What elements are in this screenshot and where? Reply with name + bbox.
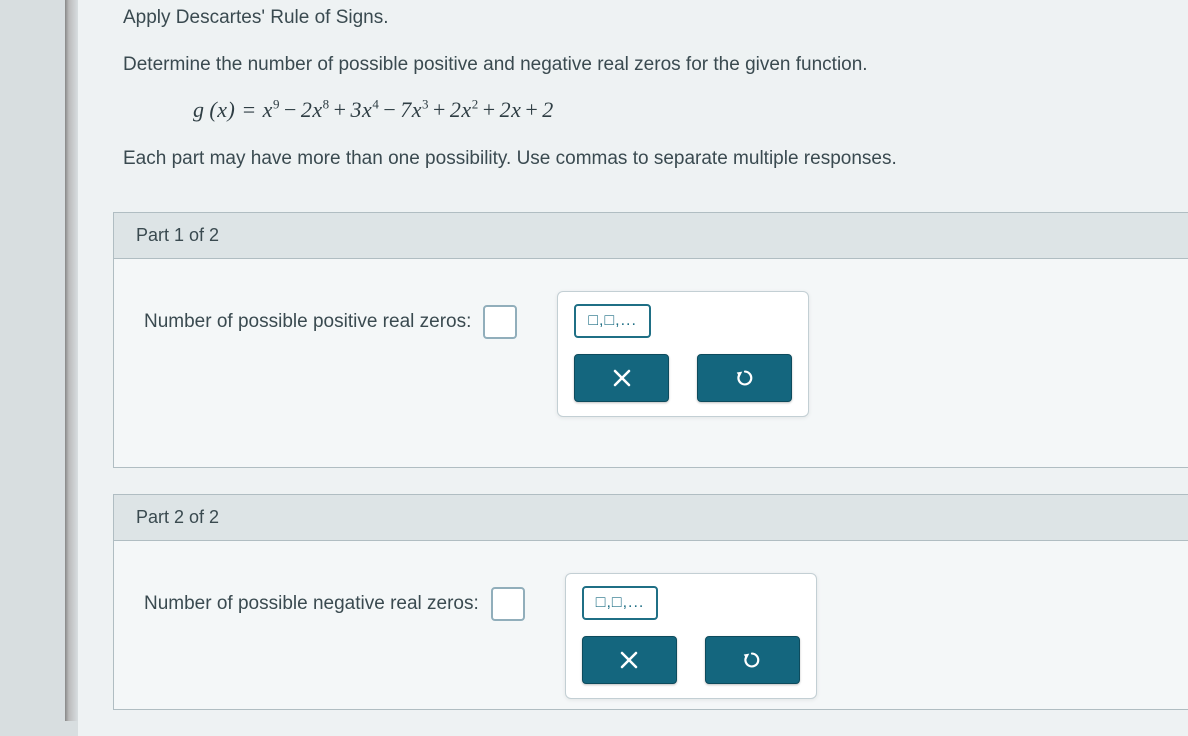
part-1-tool-panel: □,□,...	[557, 291, 809, 417]
part-2-body: Number of possible negative real zeros: …	[114, 541, 1188, 709]
close-icon	[612, 368, 632, 388]
part-2-tool-panel: □,□,...	[565, 573, 817, 699]
part-1-prompt: Number of possible positive real zeros:	[144, 311, 471, 333]
part-2-prompt-row: Number of possible negative real zeros:	[144, 587, 525, 621]
part-1-prompt-row: Number of possible positive real zeros:	[144, 305, 517, 339]
part-2-prompt: Number of possible negative real zeros:	[144, 593, 479, 615]
part-2-box: Part 2 of 2 Number of possible negative …	[113, 494, 1188, 710]
part-2-button-row	[582, 636, 800, 684]
undo-icon	[741, 649, 763, 671]
intro-line-1: Apply Descartes' Rule of Signs.	[123, 4, 1143, 33]
part-1-header: Part 1 of 2	[114, 213, 1188, 259]
question-page: Apply Descartes' Rule of Signs. Determin…	[78, 0, 1188, 736]
intro-line-2: Determine the number of possible positiv…	[123, 51, 1143, 80]
list-format-hint-button[interactable]: □,□,...	[582, 586, 659, 620]
undo-icon	[734, 367, 756, 389]
function-equation: g (x) = x9−2x8+3x4−7x3+2x2+2x+2	[193, 97, 1143, 123]
page-shadow	[65, 0, 78, 721]
clear-button[interactable]	[582, 636, 677, 684]
part-2-header: Part 2 of 2	[114, 495, 1188, 541]
list-format-hint-button[interactable]: □,□,...	[574, 304, 651, 338]
question-intro: Apply Descartes' Rule of Signs. Determin…	[78, 0, 1188, 212]
reset-button[interactable]	[705, 636, 800, 684]
clear-button[interactable]	[574, 354, 669, 402]
equation-text: g (x) = x9−2x8+3x4−7x3+2x2+2x+2	[193, 97, 554, 122]
part-1-box: Part 1 of 2 Number of possible positive …	[113, 212, 1188, 468]
part-1-button-row	[574, 354, 792, 402]
part-1-answer-input[interactable]	[483, 305, 517, 339]
part-2-answer-input[interactable]	[491, 587, 525, 621]
intro-line-3: Each part may have more than one possibi…	[123, 145, 1143, 174]
reset-button[interactable]	[697, 354, 792, 402]
close-icon	[619, 650, 639, 670]
part-1-body: Number of possible positive real zeros: …	[114, 259, 1188, 467]
